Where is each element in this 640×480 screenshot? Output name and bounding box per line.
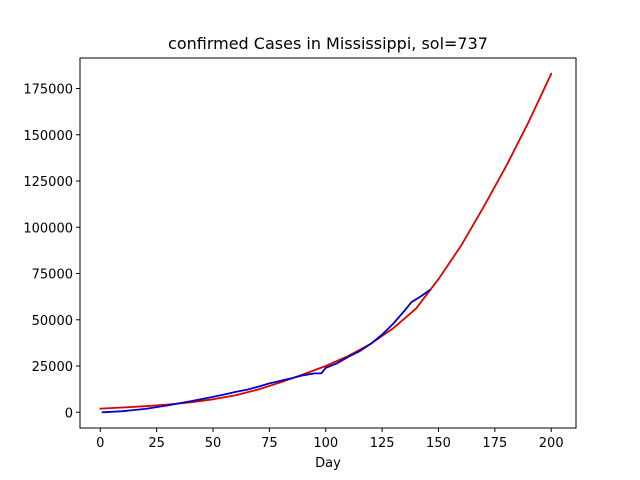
x-tick-label: 50 [205, 436, 222, 451]
x-tick-label: 125 [370, 436, 395, 451]
y-tick-label: 100000 [23, 221, 73, 236]
y-tick-label: 175000 [23, 83, 73, 98]
x-tick-label: 100 [313, 436, 338, 451]
x-axis-ticks: 0 25 50 75 100 125 150 175 200 [96, 428, 564, 451]
plot-frame [79, 57, 577, 429]
y-axis-ticks: 0 25000 50000 75000 100000 125000 150000 175000 [23, 83, 80, 421]
y-tick-label: 25000 [32, 360, 73, 375]
y-tick-label: 150000 [23, 129, 73, 144]
x-tick-label: 25 [148, 436, 165, 451]
x-tick-label: 0 [96, 436, 104, 451]
y-tick-label: 75000 [32, 268, 73, 283]
chart-title: confirmed Cases in Mississippi, sol=737 [168, 34, 488, 53]
x-tick-label: 175 [482, 436, 507, 451]
x-tick-label: 75 [261, 436, 278, 451]
fit-curve-line [99, 72, 553, 410]
y-tick-label: 50000 [32, 314, 73, 329]
y-tick-label: 0 [65, 406, 73, 421]
x-tick-label: 150 [426, 436, 451, 451]
x-tick-label: 200 [539, 436, 564, 451]
confirmed-cases-line [101, 289, 431, 414]
y-tick-label: 125000 [23, 175, 73, 190]
series-layer [99, 72, 553, 414]
x-axis-label: Day [315, 456, 341, 471]
